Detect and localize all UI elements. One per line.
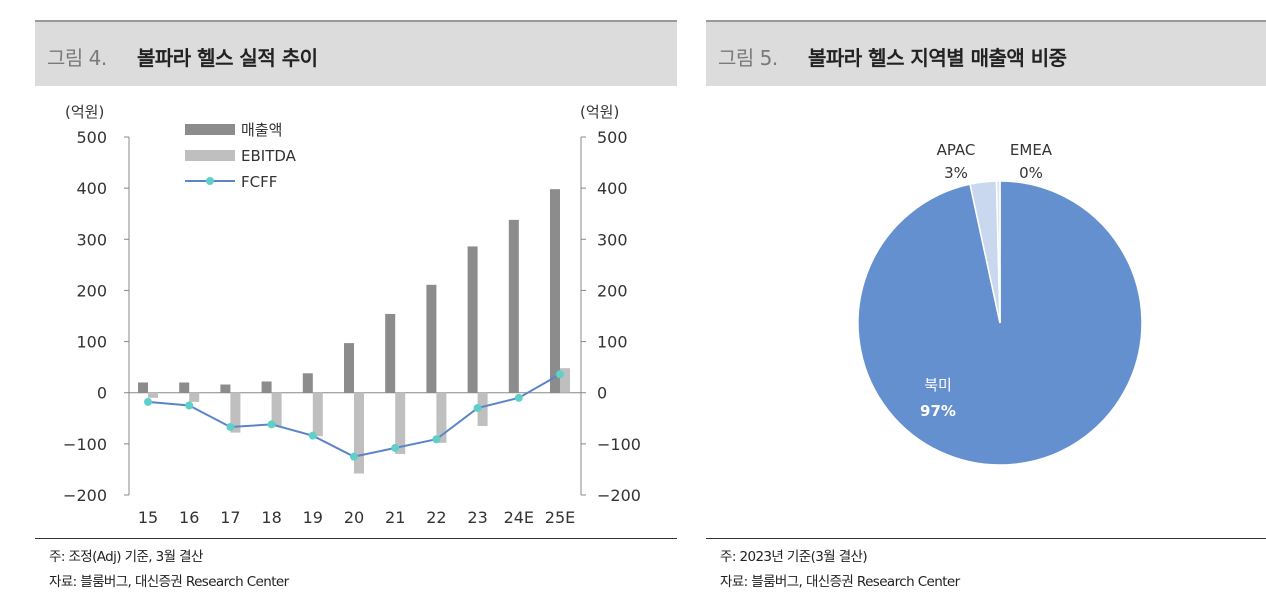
- revenue-bar: [426, 284, 437, 393]
- revenue-bar: [220, 384, 231, 393]
- legend-revenue-label: 매출액: [241, 121, 282, 139]
- figure-source: 자료: 블룸버그, 대신증권 Research Center: [49, 574, 289, 590]
- pie-label-emea: EMEA: [1010, 141, 1053, 159]
- right-figure-panel: 그림 5. 볼파라 헬스 지역별 매출액 비중 북미 97% APAC 3% EMEA 0…: [706, 0, 1266, 612]
- right-tick-label: −100: [597, 435, 641, 454]
- legend-fcff-marker: [206, 177, 214, 185]
- legend-ebitda-swatch: [185, 150, 235, 161]
- x-tick-label: 23: [467, 508, 487, 527]
- fcff-point: [514, 393, 523, 402]
- revenue-bar: [138, 382, 148, 393]
- revenue-bar: [385, 313, 396, 393]
- x-tick-label: 20: [344, 508, 364, 527]
- revenue-bar: [179, 382, 190, 393]
- ebitda-bar: [312, 392, 323, 437]
- figure-number: 그림 5.: [718, 46, 778, 70]
- left-tick-label: 400: [76, 179, 107, 198]
- bar-line-chart: (억원) (억원) 500 500 400 400 300 300 200 200 100 100 0 0…: [63, 103, 641, 527]
- figure-divider: [706, 538, 1266, 539]
- fcff-point: [350, 452, 358, 461]
- right-tick-label: 0: [597, 384, 607, 403]
- pie-value-north-america: 97%: [920, 402, 956, 420]
- figure-note: 주: 조정(Adj) 기준, 3월 결산: [49, 549, 203, 565]
- ebitda-bar: [477, 392, 488, 426]
- legend-fcff-label: FCFF: [241, 173, 277, 191]
- figure-header: 그림 4. 볼파라 헬스 실적 추이: [35, 20, 677, 86]
- x-tick-label: 17: [220, 508, 240, 527]
- fcff-point: [556, 370, 564, 379]
- x-tick-label: 18: [261, 508, 281, 527]
- fcff-point: [308, 431, 317, 440]
- left-figure-panel: 그림 4. 볼파라 헬스 실적 추이 (억원) (억원) 500 500 400 400 3…: [35, 0, 677, 612]
- ebitda-bar: [354, 392, 364, 474]
- pie-value-apac: 3%: [944, 164, 968, 182]
- left-tick-label: 100: [76, 333, 107, 352]
- revenue-bar: [508, 219, 519, 393]
- pie-label-north-america: 북미: [924, 376, 952, 394]
- ebitda-bar: [395, 392, 406, 455]
- revenue-bar: [261, 381, 272, 393]
- right-tick-label: 500: [597, 128, 628, 147]
- figure-title: 볼파라 헬스 실적 추이: [137, 46, 318, 70]
- figure-divider: [35, 538, 677, 539]
- ebitda-bar: [560, 368, 570, 393]
- pie-value-emea: 0%: [1019, 164, 1043, 182]
- ebitda-bar: [189, 392, 200, 402]
- right-tick-label: 200: [597, 281, 628, 300]
- figure-header: 그림 5. 볼파라 헬스 지역별 매출액 비중: [706, 20, 1266, 86]
- legend-ebitda-label: EBITDA: [241, 147, 297, 165]
- fcff-point: [267, 420, 276, 429]
- fcff-point: [473, 404, 482, 413]
- figure-number: 그림 4.: [47, 46, 107, 70]
- left-tick-label: 0: [97, 384, 107, 403]
- right-axis-unit: (억원): [580, 103, 619, 121]
- x-tick-label: 19: [303, 508, 323, 527]
- right-tick-label: −200: [597, 486, 641, 505]
- left-tick-label: 500: [76, 128, 107, 147]
- left-tick-label: 300: [76, 230, 107, 249]
- fcff-point: [226, 422, 235, 431]
- revenue-bar: [302, 373, 313, 393]
- fcff-point: [185, 401, 194, 410]
- legend-revenue-swatch: [185, 124, 235, 135]
- figure-source: 자료: 블룸버그, 대신증권 Research Center: [720, 574, 960, 590]
- x-tick-label: 22: [426, 508, 446, 527]
- left-axis-unit: (억원): [65, 103, 104, 121]
- left-tick-label: −100: [63, 435, 107, 454]
- x-tick-label: 24E: [504, 508, 534, 527]
- revenue-bar: [550, 189, 560, 393]
- left-tick-label: 200: [76, 281, 107, 300]
- x-tick-label: 25E: [545, 508, 575, 527]
- x-tick-label: 21: [385, 508, 405, 527]
- revenue-bar: [344, 343, 354, 393]
- figure-title: 볼파라 헬스 지역별 매출액 비중: [808, 46, 1067, 70]
- pie-chart: 북미 97% APAC 3% EMEA 0%: [857, 141, 1143, 466]
- figure-note: 주: 2023년 기준(3월 결산): [720, 549, 868, 565]
- fcff-point: [432, 435, 441, 444]
- revenue-bar: [467, 246, 478, 393]
- fcff-point: [391, 443, 400, 452]
- fcff-point: [144, 397, 152, 406]
- right-tick-label: 100: [597, 333, 628, 352]
- ebitda-bar: [271, 392, 282, 426]
- left-tick-label: −200: [63, 486, 107, 505]
- right-tick-label: 300: [597, 230, 628, 249]
- pie-label-apac: APAC: [937, 141, 976, 159]
- right-tick-label: 400: [597, 179, 628, 198]
- x-tick-label: 16: [179, 508, 199, 527]
- x-tick-label: 15: [138, 508, 158, 527]
- ebitda-bar: [148, 392, 158, 398]
- ebitda-bar: [436, 392, 447, 443]
- ebitda-bar: [230, 392, 241, 433]
- pie-slice: [995, 180, 1001, 324]
